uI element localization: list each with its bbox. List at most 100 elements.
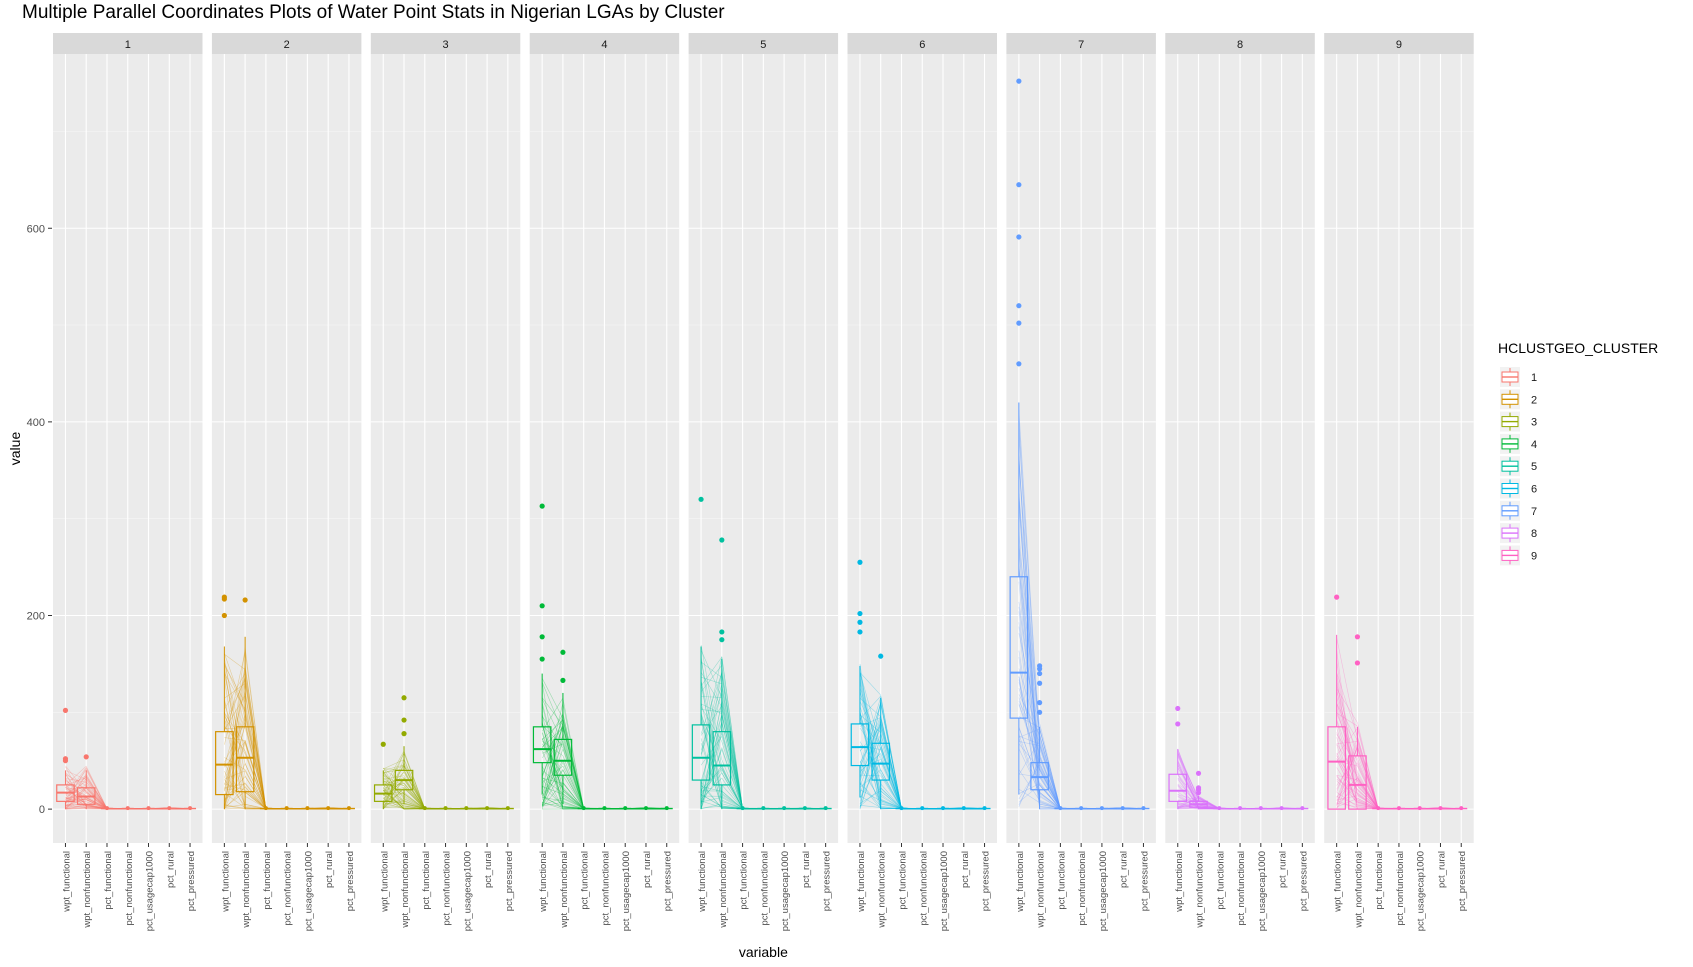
x-tick-label: pct_rural (960, 851, 971, 888)
x-tick-label: pct_rural (483, 851, 494, 888)
boxplot-outlier (1279, 806, 1284, 811)
boxplot-outlier (1175, 705, 1181, 712)
boxplot-outlier (284, 806, 289, 811)
legend-item: 2 (1500, 389, 1537, 410)
boxplot-outlier (1120, 806, 1125, 811)
boxplot-outlier (1217, 806, 1222, 811)
facet-panel-1: 1 wpt_functional wpt_nonfunctional pct_func… (53, 33, 203, 931)
y-tick-label: 400 (27, 417, 45, 429)
facet-strip (53, 33, 203, 54)
x-tick-label: pct_rural (801, 851, 812, 888)
x-tick-label: pct_pressured (345, 851, 356, 911)
boxplot-outlier (1141, 806, 1146, 811)
facet-strip-label: 8 (1237, 39, 1243, 51)
boxplot-outlier (125, 806, 130, 811)
boxplot-outlier (1238, 806, 1243, 811)
x-tick-label: wpt_functional (1174, 851, 1185, 913)
boxplot-outlier (1334, 594, 1340, 600)
boxplot-outlier (1354, 660, 1361, 666)
facet-strip-label: 3 (442, 39, 448, 51)
boxplot-outlier (878, 653, 884, 659)
boxplot-outlier (1396, 806, 1401, 811)
x-tick-label: pct_rural (165, 851, 176, 888)
x-tick-label: pct_functional (1215, 851, 1226, 910)
boxplot-box (235, 726, 255, 793)
boxplot-outlier (62, 758, 69, 764)
x-tick-label: pct_usagecap1000 (462, 851, 473, 931)
x-tick-label: pct_rural (324, 851, 335, 888)
x-tick-label: pct_rural (1436, 851, 1447, 888)
boxplot-outlier (1037, 700, 1043, 706)
facet-strip (370, 33, 521, 54)
x-tick-label: pct_functional (897, 851, 908, 910)
boxplot-outlier (1354, 634, 1361, 640)
facet-panel-4: 4 wpt_functional wpt_nonfunctional pct_func… (529, 33, 680, 931)
x-tick-label: pct_functional (262, 851, 273, 910)
boxplot-outlier (740, 806, 745, 811)
x-tick-label: pct_rural (1119, 851, 1130, 888)
boxplot-outlier (560, 649, 566, 655)
boxplot-outlier (188, 806, 193, 811)
x-tick-label: pct_nonfunctional (759, 851, 770, 925)
boxplot-outlier (1037, 666, 1043, 672)
x-tick-label: wpt_functional (1333, 851, 1344, 913)
boxplot-outlier (464, 806, 469, 811)
boxplot-outlier (1195, 770, 1202, 776)
boxplot-outlier (802, 806, 807, 811)
legend-item: 9 (1500, 545, 1537, 566)
x-tick-label: wpt_nonfunctional (718, 851, 729, 929)
x-tick-label: wpt_nonfunctional (1353, 851, 1364, 929)
facet-panel-9: 9 wpt_functional wpt_nonfunctional pct_func… (1324, 33, 1474, 931)
x-tick-label: wpt_nonfunctional (82, 851, 93, 929)
boxplot-outlier (1376, 806, 1381, 811)
boxplot-outlier (560, 677, 566, 683)
facet-strip-label: 7 (1078, 39, 1084, 51)
boxplot-outlier (920, 806, 925, 811)
boxplot-outlier (485, 806, 490, 811)
x-tick-label: pct_usagecap1000 (145, 851, 156, 931)
boxplot-outlier (1016, 78, 1022, 84)
boxplot-outlier (941, 806, 946, 811)
boxplot-box (691, 724, 711, 781)
x-tick-label: pct_usagecap1000 (1098, 851, 1109, 931)
x-tick-label: wpt_functional (697, 851, 708, 913)
x-tick-label: wpt_nonfunctional (400, 851, 411, 929)
legend-label: 5 (1531, 461, 1537, 473)
boxplot-box (850, 723, 870, 767)
x-tick-label: pct_functional (1374, 851, 1385, 910)
legend-label: 6 (1531, 484, 1537, 496)
boxplot-outlier (857, 610, 863, 617)
x-tick-label: wpt_functional (379, 851, 390, 913)
legend-item: 7 (1500, 500, 1537, 521)
boxplot-box (1348, 755, 1367, 810)
boxplot-outlier (422, 806, 427, 811)
boxplot-box (1009, 576, 1029, 719)
boxplot-outlier (719, 637, 725, 643)
legend-item: 8 (1500, 523, 1537, 544)
boxplot-outlier (1300, 806, 1305, 811)
facet-strip (688, 33, 839, 54)
x-tick-label: wpt_nonfunctional (877, 851, 888, 929)
x-tick-label: pct_pressured (186, 851, 197, 911)
facet-strip (529, 33, 680, 54)
x-tick-label: wpt_nonfunctional (1036, 851, 1047, 929)
x-tick-label: pct_pressured (981, 851, 992, 911)
boxplot-box (871, 742, 891, 781)
y-tick-label: 600 (27, 223, 45, 235)
legend-item: 4 (1500, 433, 1537, 454)
x-tick-label: wpt_functional (856, 851, 867, 913)
boxplot-outlier (961, 806, 966, 811)
x-tick-label: wpt_nonfunctional (241, 851, 252, 929)
facet-strip-label: 6 (919, 39, 925, 51)
boxplot-outlier (623, 806, 628, 811)
facet-panel-6: 6 wpt_functional wpt_nonfunctional pct_func… (847, 33, 997, 931)
x-tick-label: pct_nonfunctional (1077, 851, 1088, 925)
boxplot-outlier (104, 806, 109, 811)
x-tick-label: pct_functional (421, 851, 432, 910)
boxplot-outlier (761, 806, 766, 811)
x-tick-label: pct_pressured (1457, 851, 1468, 911)
boxplot-outlier (1037, 670, 1043, 677)
legend-label: 8 (1531, 528, 1537, 540)
facet-strip (847, 33, 997, 54)
